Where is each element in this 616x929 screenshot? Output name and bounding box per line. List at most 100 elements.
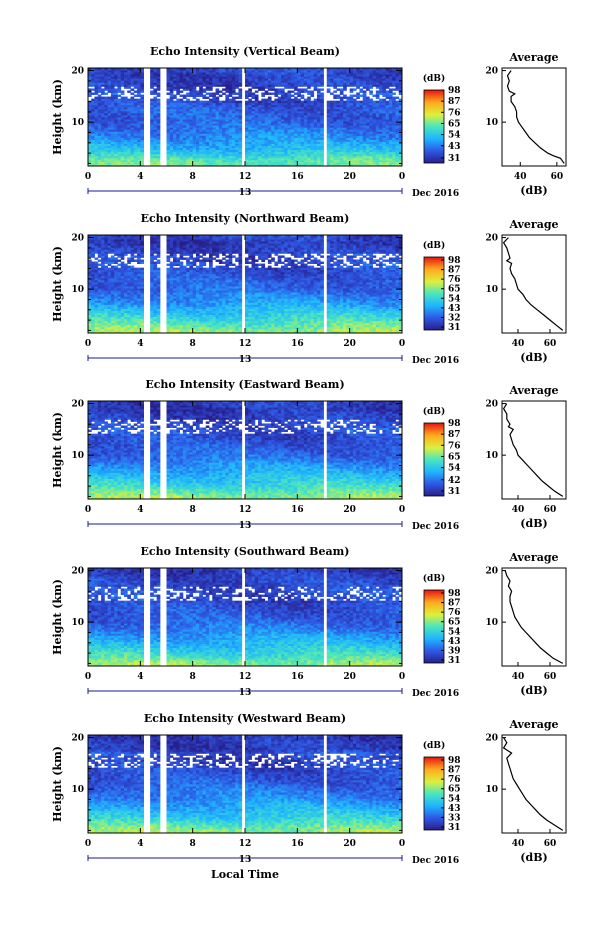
average-y-tick-label: 20 (485, 234, 498, 244)
colorbar-tick-label: 43 (448, 142, 461, 152)
colorbar-unit: (dB) (423, 73, 445, 84)
y-tick-label: 10 (71, 785, 84, 795)
x-tick-label: 0 (85, 172, 91, 182)
x-tick-label: 4 (137, 339, 143, 349)
heatmap-cells (88, 568, 403, 667)
colorbar-tick-label: 98 (448, 256, 461, 266)
x-tick-label: 16 (291, 172, 304, 182)
x-tick-label: 16 (291, 339, 304, 349)
y-tick-label: 20 (71, 734, 84, 744)
colorbar-tick-label: 43 (448, 637, 461, 647)
y-axis-label: Height (km) (51, 246, 64, 322)
x-tick-label: 20 (343, 505, 356, 515)
y-axis-label: Height (km) (51, 79, 64, 155)
average-x-label: (dB) (520, 684, 547, 697)
x-tick-label: 4 (137, 172, 143, 182)
colorbar (423, 89, 445, 164)
colorbar-unit: (dB) (423, 406, 445, 417)
y-tick-label: 20 (71, 567, 84, 577)
day-label: 13 (239, 688, 252, 698)
average-profile-line (502, 237, 564, 331)
colorbar-tick-label: 98 (448, 756, 461, 766)
colorbar-tick-label: 43 (448, 804, 461, 814)
average-y-tick-label: 20 (485, 67, 498, 77)
date-label: Dec 2016 (412, 856, 459, 866)
average-y-tick-label: 10 (485, 618, 498, 628)
average-x-tick-label: 40 (512, 672, 525, 682)
average-x-tick-label: 60 (551, 172, 564, 182)
average-profile-line (502, 737, 564, 831)
average-y-tick-label: 20 (485, 734, 498, 744)
x-tick-label: 4 (137, 505, 143, 515)
day-label: 13 (239, 188, 252, 198)
colorbar-tick-label: 39 (448, 646, 461, 656)
panel-4: Echo Intensity (Westward Beam) 0 4 8 12 16 20 0… (51, 712, 567, 866)
colorbar (423, 756, 445, 831)
x-tick-label: 0 (399, 339, 405, 349)
x-tick-label: 4 (137, 839, 143, 849)
average-title: Average (508, 718, 558, 731)
average-x-label: (dB) (520, 851, 547, 864)
panel-title: Echo Intensity (Vertical Beam) (150, 45, 340, 58)
y-axis-label: Height (km) (51, 412, 64, 488)
colorbar (423, 256, 445, 331)
colorbar-tick-label: 31 (448, 154, 461, 164)
colorbar-tick-label: 76 (448, 608, 461, 618)
colorbar-tick-label: 65 (448, 119, 461, 129)
colorbar-tick-label: 98 (448, 589, 461, 599)
x-tick-label: 0 (85, 672, 91, 682)
average-y-tick-label: 10 (485, 285, 498, 295)
x-tick-label: 16 (291, 839, 304, 849)
x-tick-label: 8 (190, 339, 196, 349)
date-label: Dec 2016 (412, 689, 459, 699)
average-profile-line (504, 570, 564, 664)
average-x-label: (dB) (520, 351, 547, 364)
colorbar-tick-label: 65 (448, 785, 461, 795)
colorbar-tick-label: 87 (448, 766, 461, 776)
x-tick-label: 12 (239, 672, 252, 682)
day-label: 13 (239, 855, 252, 865)
x-tick-label: 12 (239, 172, 252, 182)
day-label: 13 (239, 355, 252, 365)
colorbar-tick-label: 87 (448, 599, 461, 609)
average-title: Average (508, 51, 558, 64)
heatmap-cells (88, 401, 403, 500)
colorbar-tick-label: 65 (448, 285, 461, 295)
average-y-tick-label: 10 (485, 451, 498, 461)
x-tick-label: 8 (190, 672, 196, 682)
average-frame (501, 234, 567, 334)
average-x-tick-label: 60 (544, 839, 557, 849)
average-y-tick-label: 20 (485, 567, 498, 577)
x-tick-label: 16 (291, 505, 304, 515)
y-tick-label: 10 (71, 618, 84, 628)
colorbar-tick-label: 54 (448, 131, 461, 141)
date-label: Dec 2016 (412, 189, 459, 199)
average-x-tick-label: 60 (544, 339, 557, 349)
colorbar-tick-label: 31 (448, 487, 461, 497)
y-tick-label: 20 (71, 400, 84, 410)
x-tick-label: 12 (239, 339, 252, 349)
average-frame (501, 67, 567, 167)
panel-title: Echo Intensity (Southward Beam) (141, 545, 350, 558)
x-tick-label: 4 (137, 672, 143, 682)
y-tick-label: 10 (71, 118, 84, 128)
colorbar-tick-label: 54 (448, 627, 461, 637)
x-tick-label: 0 (399, 839, 405, 849)
x-tick-label: 0 (399, 672, 405, 682)
panel-0: Echo Intensity (Vertical Beam) 0 4 8 12 16 20 0… (51, 45, 567, 199)
date-label: Dec 2016 (412, 522, 459, 532)
colorbar-tick-label: 31 (448, 823, 461, 833)
average-x-tick-label: 40 (512, 839, 525, 849)
x-tick-label: 20 (343, 339, 356, 349)
average-x-label: (dB) (520, 184, 547, 197)
y-tick-label: 20 (71, 234, 84, 244)
average-title: Average (508, 384, 558, 397)
y-axis-label: Height (km) (51, 746, 64, 822)
colorbar-tick-label: 42 (448, 476, 461, 486)
colorbar-tick-label: 31 (448, 323, 461, 333)
colorbar-tick-label: 87 (448, 97, 461, 107)
panel-title: Echo Intensity (Northward Beam) (141, 212, 350, 225)
colorbar-tick-label: 76 (448, 441, 461, 451)
x-tick-label: 16 (291, 672, 304, 682)
average-title: Average (508, 551, 558, 564)
